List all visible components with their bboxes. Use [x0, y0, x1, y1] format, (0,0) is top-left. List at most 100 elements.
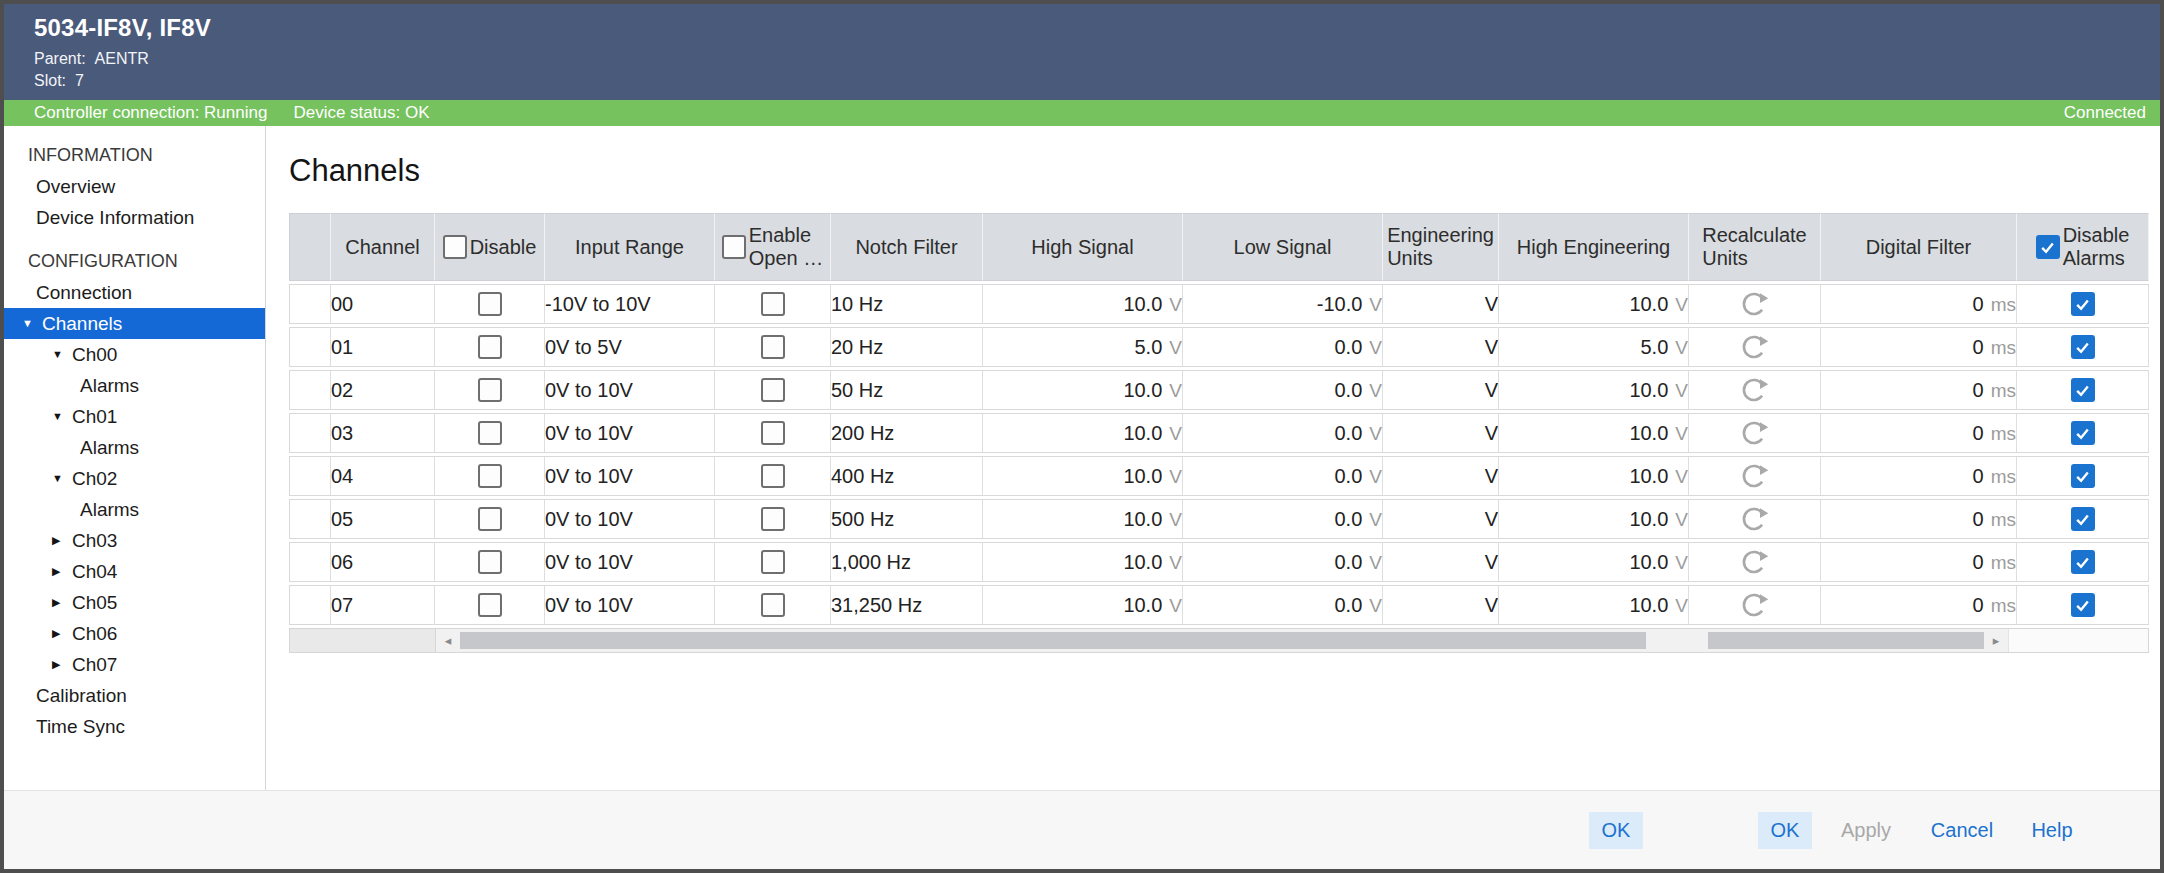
- recalculate-units-icon[interactable]: [1740, 504, 1770, 534]
- scroll-thumb[interactable]: [460, 632, 1646, 649]
- cell-low-signal[interactable]: -10.0V: [1183, 284, 1383, 324]
- cell-digital-filter[interactable]: 0ms: [1821, 585, 2017, 625]
- disable-checkbox[interactable]: [478, 378, 502, 402]
- enable-open-checkbox[interactable]: [761, 378, 785, 402]
- cell-high-engineering[interactable]: 10.0V: [1499, 413, 1689, 453]
- enable-open-checkbox[interactable]: [761, 335, 785, 359]
- disable-checkbox[interactable]: [478, 421, 502, 445]
- cell-high-engineering[interactable]: 10.0V: [1499, 542, 1689, 582]
- cell-notch-filter[interactable]: 500 Hz: [831, 499, 983, 539]
- enable-open-checkbox[interactable]: [761, 292, 785, 316]
- header-disable_alarms-checked-checkbox[interactable]: [2036, 235, 2060, 259]
- cell-low-signal[interactable]: 0.0V: [1183, 413, 1383, 453]
- disable-checkbox[interactable]: [478, 335, 502, 359]
- cell-digital-filter[interactable]: 0ms: [1821, 370, 2017, 410]
- cell-high-signal[interactable]: 10.0V: [983, 456, 1183, 496]
- cell-notch-filter[interactable]: 31,250 Hz: [831, 585, 983, 625]
- cancel-button[interactable]: Cancel: [1930, 812, 1994, 849]
- cell-engineering-units[interactable]: V: [1383, 499, 1499, 539]
- cell-digital-filter[interactable]: 0ms: [1821, 413, 2017, 453]
- cell-input-range[interactable]: 0V to 10V: [545, 542, 715, 582]
- cell-notch-filter[interactable]: 200 Hz: [831, 413, 983, 453]
- cell-digital-filter[interactable]: 0ms: [1821, 327, 2017, 367]
- row-selector[interactable]: [289, 542, 331, 582]
- cell-input-range[interactable]: 0V to 10V: [545, 370, 715, 410]
- row-selector[interactable]: [289, 370, 331, 410]
- enable-open-checkbox[interactable]: [761, 464, 785, 488]
- row-selector[interactable]: [289, 413, 331, 453]
- sidebar-item-ch02[interactable]: ▼Ch02: [4, 463, 265, 494]
- cell-high-engineering[interactable]: 10.0V: [1499, 284, 1689, 324]
- cell-high-engineering[interactable]: 10.0V: [1499, 499, 1689, 539]
- cell-engineering-units[interactable]: V: [1383, 542, 1499, 582]
- cell-engineering-units[interactable]: V: [1383, 413, 1499, 453]
- cell-high-signal[interactable]: 10.0V: [983, 499, 1183, 539]
- chevron-down-icon[interactable]: ▼: [52, 349, 72, 360]
- scroll-right-arrow-icon[interactable]: ▸: [1984, 629, 2008, 652]
- sidebar-item-ch04[interactable]: ▶Ch04: [4, 556, 265, 587]
- cell-high-signal[interactable]: 10.0V: [983, 542, 1183, 582]
- disable-alarms-checked-checkbox[interactable]: [2071, 550, 2095, 574]
- scroll-thumb-secondary[interactable]: [1708, 632, 1984, 649]
- cell-digital-filter[interactable]: 0ms: [1821, 284, 2017, 324]
- cell-low-signal[interactable]: 0.0V: [1183, 327, 1383, 367]
- disable-checkbox[interactable]: [478, 292, 502, 316]
- disable-alarms-checked-checkbox[interactable]: [2071, 507, 2095, 531]
- cell-input-range[interactable]: 0V to 5V: [545, 327, 715, 367]
- disable-checkbox[interactable]: [478, 507, 502, 531]
- recalculate-units-icon[interactable]: [1740, 289, 1770, 319]
- sidebar-item-ch07[interactable]: ▶Ch07: [4, 649, 265, 680]
- help-button[interactable]: Help: [2028, 812, 2076, 849]
- row-selector[interactable]: [289, 327, 331, 367]
- recalculate-units-icon[interactable]: [1740, 590, 1770, 620]
- apply-button[interactable]: Apply: [1836, 812, 1896, 849]
- cell-engineering-units[interactable]: V: [1383, 585, 1499, 625]
- chevron-right-icon[interactable]: ▶: [52, 628, 72, 639]
- cell-digital-filter[interactable]: 0ms: [1821, 542, 2017, 582]
- sidebar-item-calibration[interactable]: Calibration: [4, 680, 265, 711]
- sidebar-item-ch00[interactable]: ▼Ch00: [4, 339, 265, 370]
- sidebar-item-ch06[interactable]: ▶Ch06: [4, 618, 265, 649]
- chevron-right-icon[interactable]: ▶: [52, 535, 72, 546]
- disable-alarms-checked-checkbox[interactable]: [2071, 421, 2095, 445]
- cell-input-range[interactable]: 0V to 10V: [545, 413, 715, 453]
- recalculate-units-icon[interactable]: [1740, 461, 1770, 491]
- cell-notch-filter[interactable]: 50 Hz: [831, 370, 983, 410]
- sidebar-item-overview[interactable]: Overview: [4, 171, 265, 202]
- recalculate-units-icon[interactable]: [1740, 547, 1770, 577]
- recalculate-units-icon[interactable]: [1740, 332, 1770, 362]
- cell-high-signal[interactable]: 10.0V: [983, 413, 1183, 453]
- sidebar-item-connection[interactable]: Connection: [4, 277, 265, 308]
- disable-alarms-checked-checkbox[interactable]: [2071, 335, 2095, 359]
- chevron-down-icon[interactable]: ▼: [22, 318, 42, 329]
- cell-engineering-units[interactable]: V: [1383, 327, 1499, 367]
- cell-high-signal[interactable]: 10.0V: [983, 585, 1183, 625]
- chevron-right-icon[interactable]: ▶: [52, 659, 72, 670]
- enable-open-checkbox[interactable]: [761, 507, 785, 531]
- sidebar-item-channels[interactable]: ▼Channels: [4, 308, 265, 339]
- cell-engineering-units[interactable]: V: [1383, 370, 1499, 410]
- disable-checkbox[interactable]: [478, 593, 502, 617]
- header-enable_open-checkbox[interactable]: [722, 235, 746, 259]
- cell-engineering-units[interactable]: V: [1383, 284, 1499, 324]
- ok-button-1[interactable]: OK: [1589, 812, 1643, 849]
- sidebar-item-alarms[interactable]: Alarms: [4, 370, 265, 401]
- sidebar-item-time-sync[interactable]: Time Sync: [4, 711, 265, 742]
- cell-high-engineering[interactable]: 10.0V: [1499, 585, 1689, 625]
- cell-notch-filter[interactable]: 400 Hz: [831, 456, 983, 496]
- disable-checkbox[interactable]: [478, 550, 502, 574]
- cell-digital-filter[interactable]: 0ms: [1821, 499, 2017, 539]
- sidebar-item-alarms[interactable]: Alarms: [4, 432, 265, 463]
- scroll-left-arrow-icon[interactable]: ◂: [436, 629, 460, 652]
- scroll-track[interactable]: [1646, 629, 1708, 652]
- cell-high-engineering[interactable]: 10.0V: [1499, 370, 1689, 410]
- chevron-down-icon[interactable]: ▼: [52, 411, 72, 422]
- enable-open-checkbox[interactable]: [761, 593, 785, 617]
- chevron-down-icon[interactable]: ▼: [52, 473, 72, 484]
- enable-open-checkbox[interactable]: [761, 421, 785, 445]
- cell-high-signal[interactable]: 10.0V: [983, 284, 1183, 324]
- cell-low-signal[interactable]: 0.0V: [1183, 542, 1383, 582]
- row-selector[interactable]: [289, 499, 331, 539]
- sidebar-item-alarms[interactable]: Alarms: [4, 494, 265, 525]
- cell-engineering-units[interactable]: V: [1383, 456, 1499, 496]
